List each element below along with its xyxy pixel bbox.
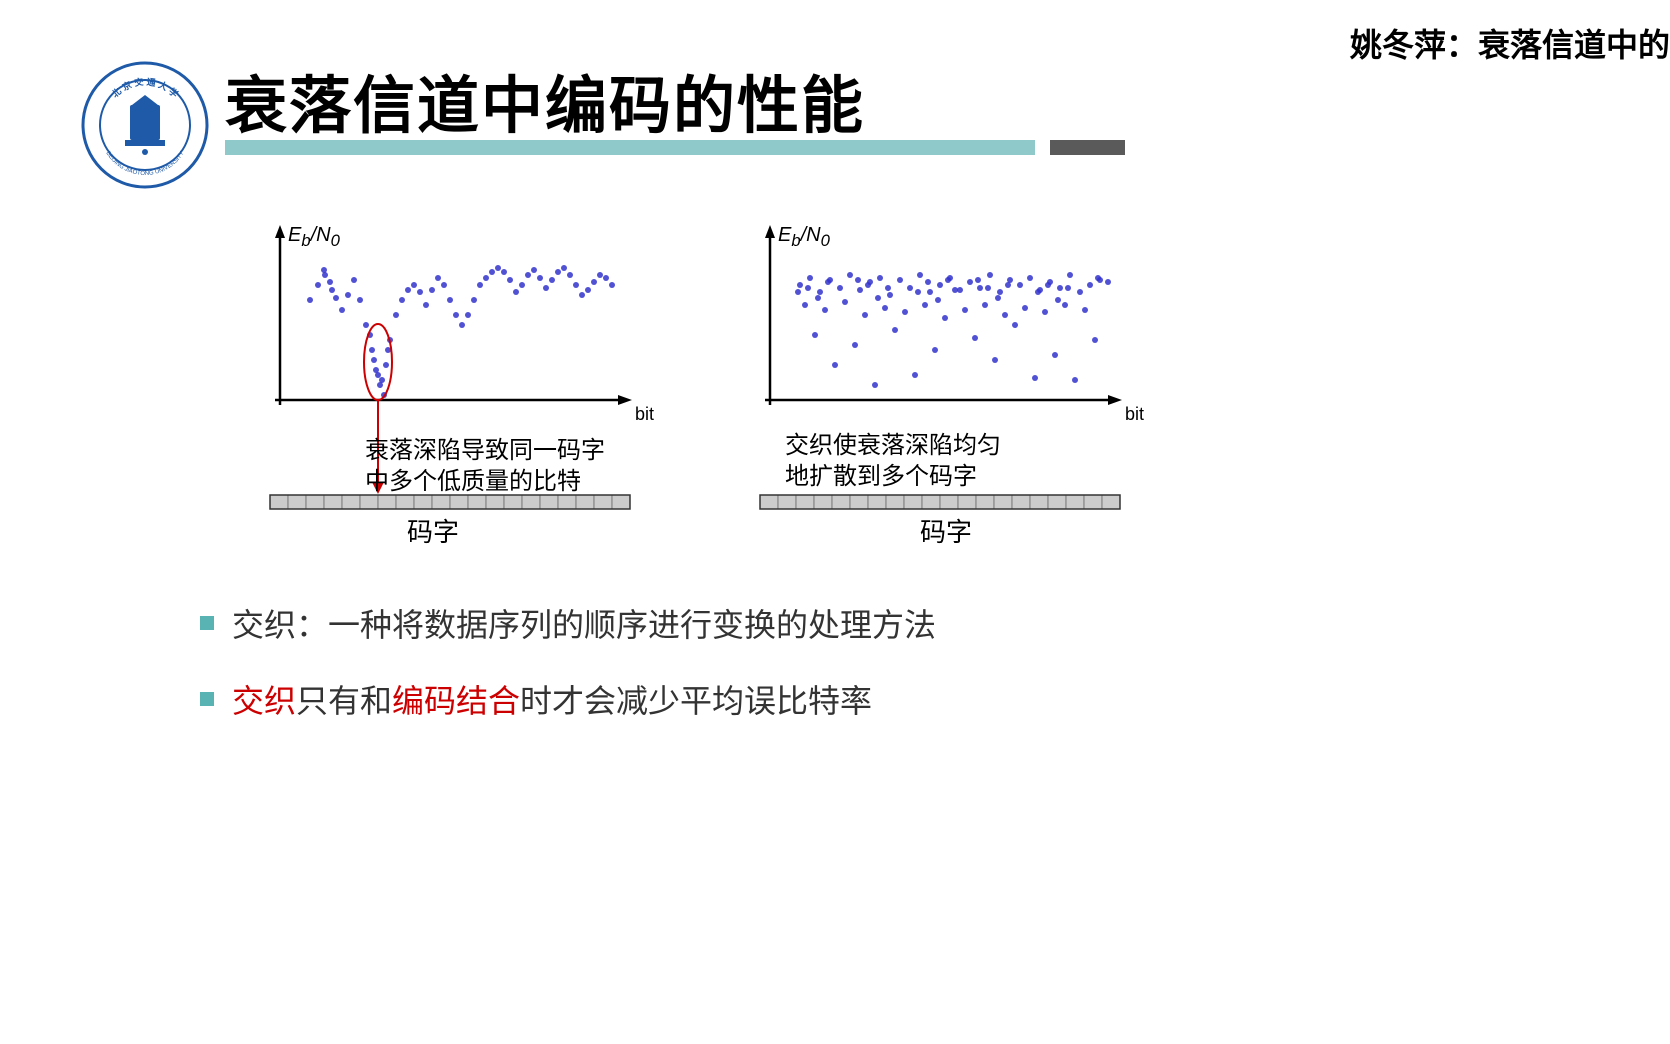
title-underline-teal [225, 140, 1035, 155]
fade-dip-ellipse [364, 324, 392, 400]
bullet-list: 交织：一种将数据序列的顺序进行变换的处理方法 交织只有和编码结合时才会减少平均误… [200, 600, 936, 752]
header-author: 姚冬萍：衰落信道中的 [1350, 20, 1670, 66]
bullet-item-2: 交织只有和编码结合时才会减少平均误比特率 [200, 676, 936, 722]
chart-right-ylabel: Eb/N0 [778, 224, 848, 250]
bullet-text-2: 交织只有和编码结合时才会减少平均误比特率 [232, 676, 872, 722]
chart-left-caption: 衰落深陷导致同一码字 中多个低质量的比特 [365, 435, 605, 497]
chart-right-xlabel: bit [1125, 404, 1144, 424]
chart-right-caption: 交织使衰落深陷均匀 地扩散到多个码字 [785, 430, 1001, 492]
university-logo: 北 京 交 通 大 学 BEIJING JIAOTONG UNIVERSITY [80, 60, 210, 190]
codeword-label-right: 码字 [920, 512, 972, 549]
chart-left-caption-line1: 衰落深陷导致同一码字 [365, 435, 605, 466]
bullet-text-1: 交织：一种将数据序列的顺序进行变换的处理方法 [232, 600, 936, 646]
charts-container: Eb/N0 bit 衰落深陷导致同一码字 中多个低质量的比特 码字 [260, 220, 1180, 550]
bullet-square-icon [200, 616, 214, 630]
chart-right-caption-line2: 地扩散到多个码字 [785, 461, 1001, 492]
chart-left: Eb/N0 bit 衰落深陷导致同一码字 中多个低质量的比特 码字 [260, 220, 690, 550]
bullet-item-1: 交织：一种将数据序列的顺序进行变换的处理方法 [200, 600, 936, 646]
bullet-square-icon [200, 692, 214, 706]
chart-right-points [795, 272, 1111, 388]
chart-right: Eb/N0 bit 交织使衰落深陷均匀 地扩散到多个码字 码字 [750, 220, 1180, 550]
codeword-bar-right [760, 495, 1120, 509]
title-underline-gray [1050, 140, 1125, 155]
chart-left-xlabel: bit [635, 404, 654, 424]
page-title: 衰落信道中编码的性能 [225, 55, 865, 145]
chart-left-caption-line2: 中多个低质量的比特 [365, 466, 605, 497]
chart-left-points [307, 265, 615, 398]
codeword-label-left: 码字 [407, 512, 459, 549]
chart-left-svg: Eb/N0 bit [260, 220, 690, 550]
chart-right-svg: Eb/N0 bit [750, 220, 1180, 550]
chart-right-caption-line1: 交织使衰落深陷均匀 [785, 430, 1001, 461]
chart-left-ylabel: Eb/N0 [288, 224, 358, 250]
chart-right-axes [765, 225, 1122, 405]
